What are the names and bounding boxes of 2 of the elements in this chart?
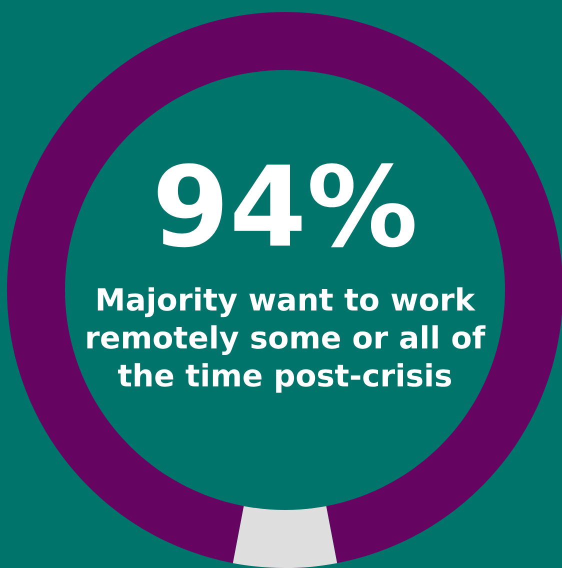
text: Majority want to work remotely some or all of the time post-crisis — [87, 287, 486, 393]
data-label: 94% — [158, 163, 414, 248]
